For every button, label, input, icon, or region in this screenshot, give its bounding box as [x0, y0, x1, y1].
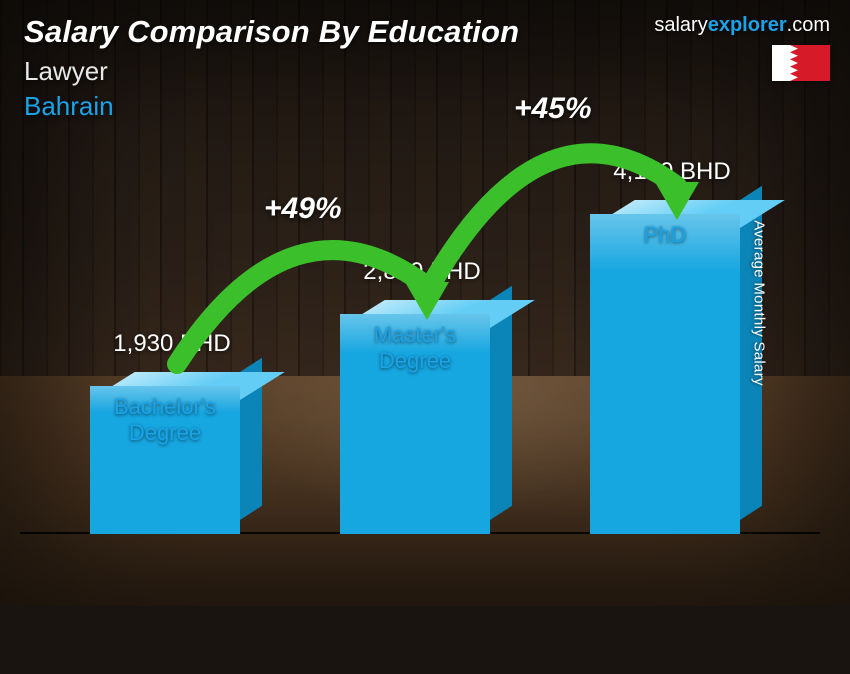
bar: 1,930 BHDBachelor'sDegree — [90, 386, 240, 534]
percent-increase-label: +49% — [264, 192, 342, 226]
brand-prefix: salary — [654, 14, 707, 36]
bar-category-label: PhD — [565, 222, 765, 248]
bar-value-label: 1,930 BHD — [62, 330, 282, 358]
header: Salary Comparison By Education Lawyer Ba… — [24, 14, 830, 122]
brand-mid: explorer — [708, 14, 787, 36]
country-flag-icon — [772, 45, 830, 81]
bar-front-face — [590, 214, 740, 534]
subtitle-country: Bahrain — [24, 91, 519, 122]
bar-category-label: Master'sDegree — [315, 322, 515, 374]
bar-value-label: 2,880 BHD — [312, 258, 532, 286]
bar-3d — [590, 214, 740, 534]
bar-value-label: 4,180 BHD — [562, 158, 782, 186]
bar: 2,880 BHDMaster'sDegree — [340, 314, 490, 534]
subtitle-occupation: Lawyer — [24, 56, 519, 87]
page-title: Salary Comparison By Education — [24, 14, 519, 50]
brand-suffix: .com — [787, 14, 830, 36]
title-block: Salary Comparison By Education Lawyer Ba… — [24, 14, 519, 122]
bar: 4,180 BHDPhD — [590, 214, 740, 534]
bar-category-label: Bachelor'sDegree — [65, 394, 265, 446]
brand-and-flag: salaryexplorer.com — [654, 14, 830, 81]
brand-logo: salaryexplorer.com — [654, 14, 830, 37]
y-axis-label: Average Monthly Salary — [751, 220, 768, 386]
bar-chart: 1,930 BHDBachelor'sDegree2,880 BHDMaster… — [50, 68, 780, 588]
